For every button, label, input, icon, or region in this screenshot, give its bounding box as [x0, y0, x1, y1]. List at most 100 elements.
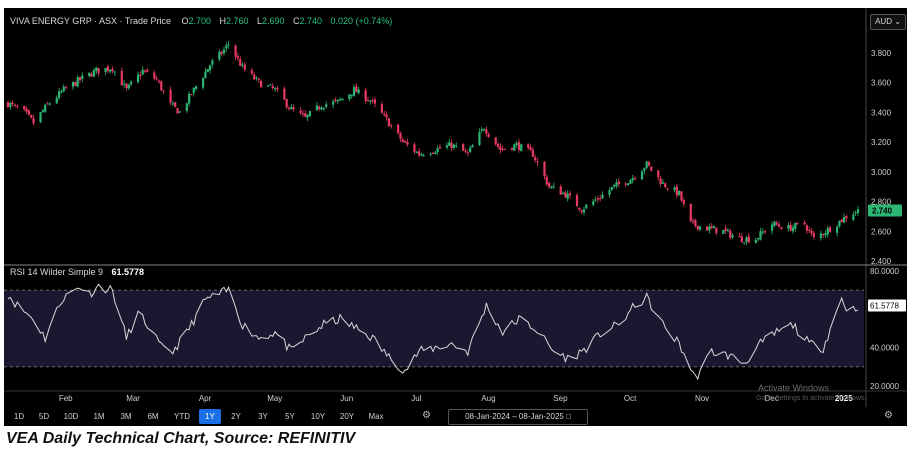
candle-body: [629, 180, 632, 184]
candle-body: [90, 74, 93, 77]
candle-body: [633, 178, 637, 180]
candle-body: [438, 146, 442, 149]
candle-body: [236, 56, 240, 59]
candle-body: [429, 153, 432, 155]
candle-body: [176, 108, 179, 114]
candle-body: [759, 231, 762, 240]
candle-body: [171, 103, 174, 105]
candle-body: [11, 102, 14, 105]
candle-body: [617, 181, 620, 185]
candle-body: [325, 104, 328, 107]
candle-body: [178, 111, 181, 113]
time-tick-label: Sep: [553, 394, 568, 403]
candle-body: [341, 98, 344, 101]
time-tick-label: 2025: [835, 394, 853, 403]
candle-body: [139, 75, 142, 77]
candle-body: [550, 186, 553, 189]
candle-body: [764, 231, 767, 233]
timeframe-button-10d[interactable]: 10D: [63, 412, 79, 421]
date-range-picker[interactable]: 08-Jan-2024 – 08-Jan-2025 □: [448, 409, 588, 425]
timeframe-button-6m[interactable]: 6M: [147, 412, 159, 421]
candle-body: [494, 137, 497, 145]
candle-body: [364, 90, 367, 101]
candle-body: [88, 72, 91, 77]
candle-body: [545, 176, 548, 185]
timeframe-button-5d[interactable]: 5D: [38, 412, 50, 421]
candle-body: [689, 203, 692, 222]
candle-body: [777, 224, 781, 227]
candle-body: [675, 186, 678, 196]
candle-body: [826, 227, 829, 235]
candle-body: [478, 132, 481, 145]
candle-body: [682, 200, 685, 204]
candle-body: [320, 107, 323, 110]
timeframe-button-1d[interactable]: 1D: [13, 412, 25, 421]
time-tick-label: Aug: [481, 394, 495, 403]
high-value: 2.760: [226, 16, 249, 26]
price-tick-label: 3.600: [871, 79, 892, 88]
candle-body: [852, 214, 855, 220]
rsi-title: RSI 14 Wilder Simple 9: [10, 267, 103, 277]
candle-body: [480, 129, 483, 131]
candle-body: [710, 225, 713, 228]
candle-body: [127, 84, 130, 89]
candle-body: [566, 193, 569, 199]
candle-body: [44, 104, 47, 112]
rsi-last-badge: [868, 299, 906, 312]
currency-select[interactable]: AUD ⌄: [870, 14, 906, 30]
candle-body: [738, 235, 741, 238]
candle-body: [23, 106, 26, 110]
timeframe-button-1m[interactable]: 1M: [93, 412, 105, 421]
candle-body: [822, 233, 825, 235]
candle-body: [789, 224, 792, 231]
candle-body: [406, 142, 409, 145]
rsi-line: [7, 283, 859, 381]
candle-body: [299, 110, 302, 114]
timeframe-button-max[interactable]: Max: [368, 412, 384, 421]
timeframe-button-3m[interactable]: 3M: [120, 412, 132, 421]
gear-icon[interactable]: ⚙: [422, 410, 431, 421]
timeframe-button-2y[interactable]: 2Y: [231, 412, 241, 421]
candle-body: [190, 94, 193, 96]
date-separator: –: [512, 412, 517, 421]
candle-body: [643, 168, 646, 171]
candle-body: [705, 226, 709, 231]
candle-body: [146, 69, 149, 72]
candle-body: [780, 227, 783, 230]
candle-body: [510, 147, 514, 150]
timeframe-button-5y[interactable]: 5Y: [285, 412, 295, 421]
timeframe-button-20y[interactable]: 20Y: [339, 412, 355, 421]
candle-body: [761, 231, 764, 233]
candle-body: [534, 157, 537, 161]
candle-body: [255, 77, 258, 79]
candle-body: [192, 87, 195, 94]
timeframe-button-10y[interactable]: 10Y: [310, 412, 326, 421]
candle-body: [208, 65, 212, 71]
timeframe-button-3y[interactable]: 3Y: [258, 412, 268, 421]
time-tick-label: May: [267, 394, 282, 403]
candle-body: [95, 67, 98, 71]
price-tick-label: 2.400: [871, 257, 892, 266]
candle-body: [369, 100, 372, 102]
candle-body: [692, 220, 695, 222]
settings-icon[interactable]: ⚙: [884, 410, 893, 421]
candle-body: [464, 150, 467, 152]
candle-body: [74, 82, 77, 86]
candle-body: [466, 152, 469, 154]
time-tick-label: Apr: [199, 394, 212, 403]
candle-body: [350, 94, 353, 96]
timeframe-button-1y[interactable]: 1Y: [199, 409, 221, 424]
candle-body: [104, 67, 107, 72]
candle-body: [174, 102, 177, 107]
candle-body: [845, 216, 848, 219]
candle-body: [380, 104, 384, 113]
timeframe-button-ytd[interactable]: YTD: [174, 412, 190, 421]
candle-body: [645, 161, 648, 168]
candle-body: [773, 221, 776, 226]
candle-body: [599, 198, 602, 200]
candle-body: [404, 141, 407, 143]
candle-body: [698, 226, 702, 230]
price-tick-label: 2.600: [871, 227, 892, 236]
candle-body: [594, 199, 597, 201]
price-chart[interactable]: VIVA ENERGY GRP · ASX · Trade Price O2.7…: [4, 8, 907, 407]
